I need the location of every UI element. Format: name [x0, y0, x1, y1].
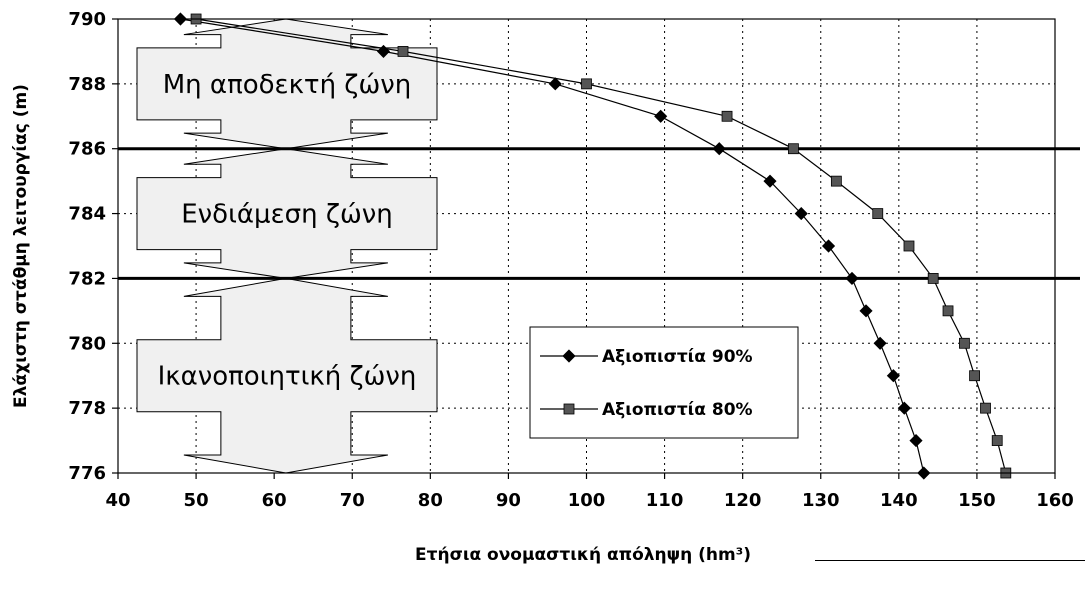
- diamond-marker: [712, 142, 726, 156]
- series-90: [173, 12, 931, 480]
- y-tick-label: 780: [68, 333, 106, 354]
- x-tick-label: 80: [418, 490, 443, 511]
- x-tick-label: 70: [340, 490, 365, 511]
- x-tick-label: 150: [958, 490, 996, 511]
- x-tick-label: 160: [1036, 490, 1074, 511]
- diamond-marker: [821, 239, 836, 253]
- x-tick-label: 120: [724, 490, 762, 511]
- x-tick-label: 60: [262, 490, 287, 511]
- square-marker: [788, 143, 799, 155]
- diamond-marker: [897, 401, 911, 415]
- square-marker: [991, 435, 1003, 446]
- legend-label: Αξιοπιστία 90%: [602, 347, 753, 367]
- square-marker: [969, 370, 980, 382]
- y-tick-label: 786: [68, 139, 106, 160]
- square-marker: [830, 175, 842, 187]
- x-axis-title: Ετήσια ονομαστική απόληψη (hm³): [415, 545, 751, 565]
- square-marker: [563, 403, 575, 415]
- threshold-lines: [118, 147, 1080, 280]
- diamond-marker: [562, 349, 576, 363]
- y-tick-label: 778: [68, 398, 106, 419]
- axes: 40 50 60 70 80 90 100 110 120 130 140 150 160 776 778 7…: [68, 9, 1073, 511]
- square-marker: [980, 402, 991, 414]
- y-tick-label: 776: [68, 463, 106, 484]
- square-marker: [942, 305, 954, 317]
- diamond-marker: [794, 207, 808, 221]
- zone-label: Ικανοποιητική ζώνη: [158, 362, 417, 392]
- x-tick-label: 140: [880, 490, 918, 511]
- diamond-marker: [886, 369, 900, 383]
- y-tick-label: 784: [68, 204, 106, 225]
- legend: Αξιοπιστία 90% Αξιοπιστία 80%: [529, 326, 799, 439]
- x-tick-label: 90: [496, 490, 521, 511]
- square-marker: [397, 46, 409, 57]
- zone-label: Μη αποδεκτή ζώνη: [163, 70, 411, 100]
- square-marker: [581, 78, 592, 90]
- y-axis-title: Ελάχιστη στάθμη λειτουργίας (m): [11, 84, 31, 408]
- y-tick-label: 788: [68, 74, 106, 95]
- diamond-marker: [654, 109, 668, 123]
- legend-box: [529, 326, 799, 439]
- x-tick-label: 50: [184, 490, 209, 511]
- x-tick-label: 110: [646, 490, 684, 511]
- x-tick-label: 130: [802, 490, 840, 511]
- zone-arrows: Μη αποδεκτή ζώνη Ενδιάμεση ζώνη Ικανοποιητ…: [136, 18, 438, 474]
- square-marker: [959, 337, 970, 349]
- series: [173, 12, 1012, 480]
- x-tick-label: 40: [105, 490, 130, 511]
- diamond-marker: [873, 336, 887, 350]
- legend-label: Αξιοπιστία 80%: [602, 400, 753, 420]
- y-tick-label: 782: [68, 268, 106, 289]
- y-tick-label: 790: [68, 9, 106, 30]
- diamond-marker: [859, 304, 873, 318]
- diamond-marker: [548, 77, 562, 91]
- zone-label: Ενδιάμεση ζώνη: [181, 200, 393, 230]
- diamond-marker: [845, 271, 859, 285]
- x-tick-label: 100: [568, 490, 606, 511]
- square-marker: [721, 110, 733, 122]
- square-marker: [927, 273, 939, 284]
- diamond-marker: [909, 434, 923, 448]
- square-marker: [903, 240, 915, 252]
- square-marker: [872, 208, 884, 219]
- diamond-marker: [763, 174, 777, 188]
